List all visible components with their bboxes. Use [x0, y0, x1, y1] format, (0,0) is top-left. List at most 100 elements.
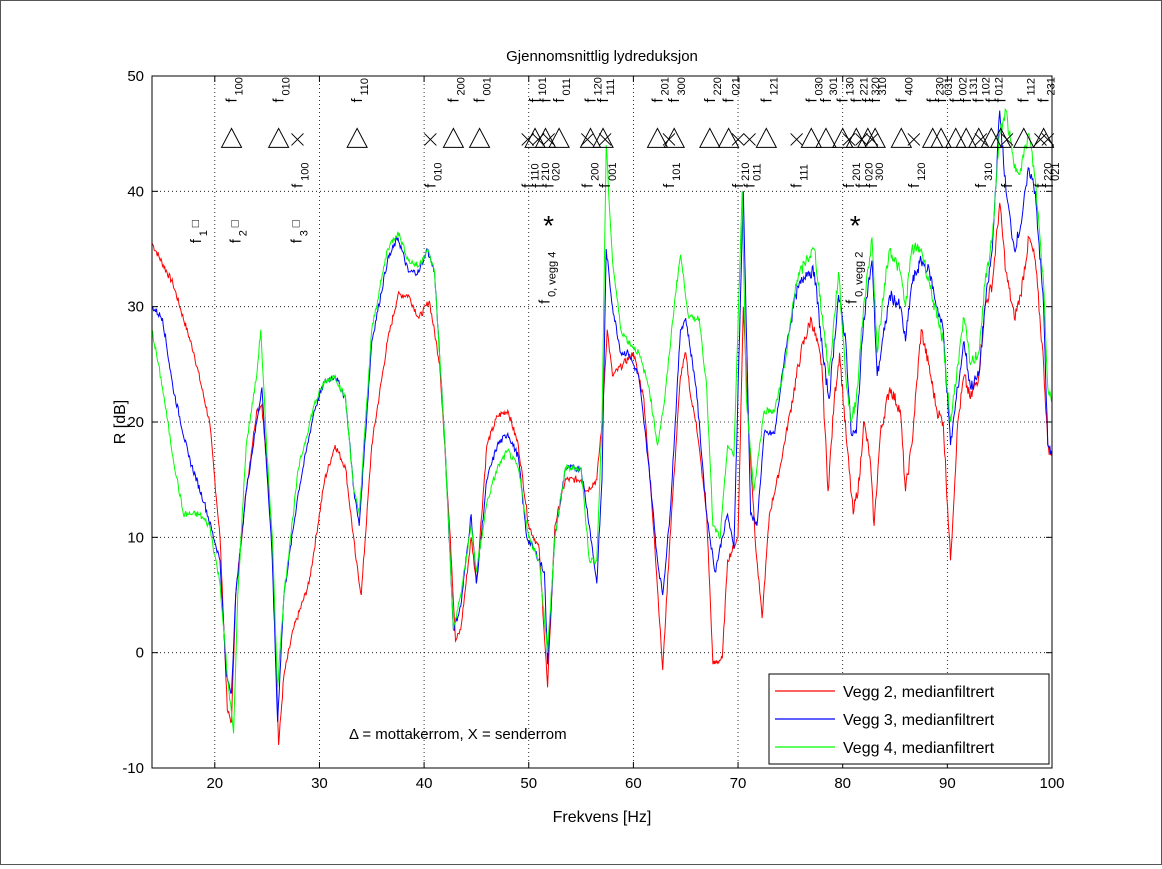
- series-line-vegg-4: [151, 107, 1053, 734]
- mode-index: 112: [1026, 78, 1038, 96]
- receiver-mode-label: f 100: [224, 77, 246, 102]
- mode-f-glyph: f: [1032, 183, 1049, 188]
- y-tick-label: 50: [127, 68, 144, 85]
- mode-index: 020: [551, 163, 563, 181]
- mode-box-glyph: □: [228, 220, 242, 227]
- mode-index: 221: [858, 77, 870, 95]
- receiver-mode-label: f 012: [983, 77, 1005, 102]
- mode-index: 400: [903, 77, 915, 95]
- receiver-mode-label: f 120: [582, 77, 604, 102]
- receiver-mode-triangle: [592, 127, 614, 148]
- mode-index: 101: [671, 163, 683, 181]
- mode-f-glyph: f: [999, 183, 1016, 188]
- mode-index: 200: [589, 163, 601, 181]
- mode-f-glyph: f: [224, 98, 241, 103]
- sender-mode-label: f 021: [1040, 163, 1062, 188]
- sender-mode-cross: [842, 133, 856, 146]
- receiver-mode-label: f 320: [860, 77, 882, 102]
- mode-f-glyph: f: [188, 238, 205, 243]
- y-tick-label: 40: [127, 183, 144, 200]
- receiver-mode-label: f 130: [835, 77, 857, 102]
- mode-f-glyph: f: [702, 98, 719, 103]
- x-tick-label: 50: [520, 775, 537, 792]
- receiver-mode-label: f 131: [958, 77, 980, 102]
- sender-mode-cross: [521, 133, 535, 146]
- x-axis-label: Frekvens [Hz]: [553, 809, 652, 826]
- mode-f-glyph: f: [666, 98, 683, 103]
- sender-mode-label: f 001: [597, 163, 619, 188]
- mode-index: 300: [676, 77, 688, 95]
- mode-f-glyph: f: [854, 183, 871, 188]
- mode-index: 200: [455, 77, 467, 95]
- receiver-mode-label: f 221: [848, 77, 870, 102]
- receiver-mode-triangle: [646, 127, 669, 148]
- mode-index: 012: [993, 77, 1005, 95]
- sender-mode-label: f 210: [730, 163, 752, 188]
- sender-mode-cross: [424, 133, 437, 146]
- receiver-mode-label: f 300: [666, 77, 688, 102]
- sender-mode-cross: [542, 133, 555, 146]
- low-frequency-label: f 2 □: [228, 220, 250, 243]
- wall-frequency-label: f 0, vegg 2: [843, 252, 865, 304]
- legend-label: Vegg 2, medianfiltrert: [843, 684, 995, 701]
- receiver-mode-label: f 201: [649, 77, 671, 102]
- mode-index: 131: [968, 77, 980, 95]
- mode-f-glyph: f: [472, 98, 489, 103]
- mode-index: 011: [561, 78, 573, 96]
- mode-index: 110: [530, 163, 542, 181]
- sender-mode-cross: [907, 133, 921, 146]
- sender-mode-cross: [1000, 133, 1014, 146]
- mode-f-glyph: f: [289, 183, 306, 188]
- sender-mode-cross: [855, 133, 868, 146]
- mode-f-glyph: f: [527, 98, 544, 103]
- mode-index: 031: [943, 77, 955, 95]
- mode-f-glyph: f: [973, 183, 990, 188]
- receiver-mode-label: f 021: [721, 77, 743, 102]
- sender-mode-cross: [974, 133, 988, 146]
- mode-f-glyph: f: [841, 183, 858, 188]
- sender-mode-cross: [790, 133, 804, 146]
- mode-index: 2: [238, 230, 250, 236]
- receiver-mode-label: f 121: [758, 77, 780, 102]
- mode-index: 300: [874, 163, 886, 181]
- receiver-mode-label: f 310: [867, 77, 889, 102]
- x-tick-label: 80: [834, 775, 851, 792]
- y-tick-label: 30: [127, 299, 144, 316]
- wall-frequency-star: *: [543, 210, 554, 241]
- mode-index: 021: [1050, 163, 1062, 181]
- receiver-mode-label: f 301: [818, 77, 840, 102]
- mode-f-glyph: f: [742, 183, 759, 188]
- y-tick-label: -10: [122, 760, 144, 777]
- mode-f-glyph: f: [579, 183, 596, 188]
- mode-f-glyph: f: [867, 98, 884, 103]
- mode-index: 021: [731, 77, 743, 95]
- receiver-mode-triangle: [548, 127, 570, 148]
- mode-f-glyph: f: [445, 98, 462, 103]
- mode-f-glyph: f: [228, 238, 245, 243]
- mode-f-glyph: f: [349, 98, 366, 103]
- sender-mode-cross: [598, 133, 612, 146]
- mode-f-glyph: f: [971, 98, 988, 103]
- mode-index: 102: [981, 77, 993, 95]
- mode-f-glyph: f: [551, 98, 568, 103]
- mode-f-glyph: f: [993, 98, 1010, 103]
- mode-index: 100: [299, 163, 311, 181]
- mode-index: 201: [851, 163, 863, 181]
- receiver-mode-triangle: [815, 127, 837, 148]
- receiver-mode-label: f 102: [971, 77, 993, 102]
- receiver-mode-label: f 112: [1016, 78, 1038, 103]
- sender-mode-cross: [731, 133, 745, 146]
- mode-f-glyph: f: [1016, 98, 1033, 103]
- mode-f-glyph: f: [730, 183, 747, 188]
- receiver-mode-label: f 101: [527, 77, 549, 102]
- y-tick-label: 10: [127, 529, 144, 546]
- mode-index: 1: [198, 230, 210, 236]
- receiver-mode-triangle: [220, 127, 243, 148]
- series-line-vegg-2: [151, 202, 1053, 745]
- mode-f-glyph: f: [848, 98, 865, 103]
- sender-mode-label: f 120: [906, 163, 928, 188]
- receiver-mode-triangle: [267, 127, 290, 148]
- mode-index: 201: [659, 77, 671, 95]
- receiver-mode-label: f 030: [803, 77, 825, 102]
